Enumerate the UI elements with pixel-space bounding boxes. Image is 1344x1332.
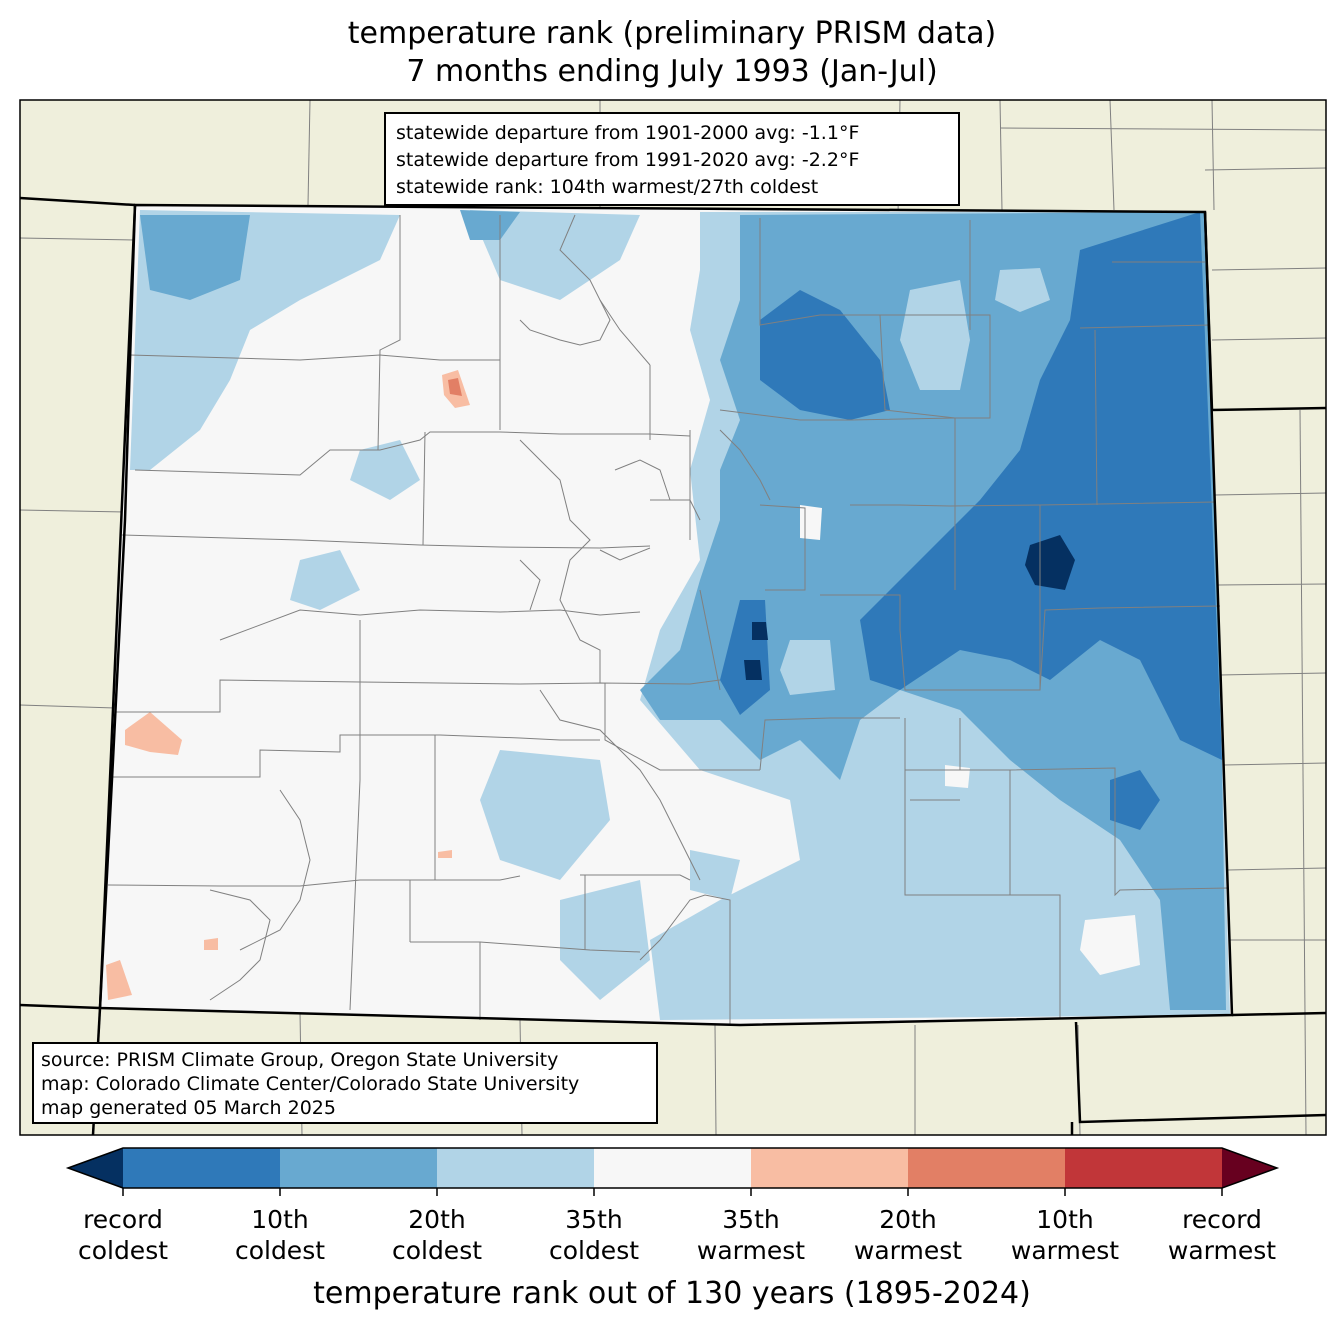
tick-label-rank: 10th	[251, 1205, 309, 1234]
tick-label-rank: 10th	[1036, 1205, 1094, 1234]
colorbar-segment	[1065, 1148, 1223, 1188]
colorbar-tick-label: 10th coldest	[200, 1204, 360, 1266]
colorbar-segment	[594, 1148, 752, 1188]
tick-label-direction: coldest	[234, 1236, 326, 1265]
colorbar-tick-label: 35th coldest	[514, 1204, 674, 1266]
stat-rank: statewide rank: 104th warmest/27th colde…	[396, 176, 819, 198]
colorbar-tick-label: 35th warmest	[671, 1204, 831, 1266]
colorbar	[65, 1147, 1280, 1196]
temperature-rank-shading	[106, 210, 1230, 1020]
tick-label-rank: 35th	[565, 1205, 623, 1234]
tick-label-rank: record	[1182, 1205, 1262, 1234]
colorbar-tick-label: 10th warmest	[985, 1204, 1145, 1266]
tick-label-direction: coldest	[77, 1236, 169, 1265]
tick-label-rank: 20th	[408, 1205, 466, 1234]
tick-label-direction: coldest	[391, 1236, 483, 1265]
tick-label-direction: warmest	[696, 1236, 806, 1265]
colorbar-segment	[908, 1148, 1066, 1188]
tick-label-rank: 35th	[722, 1205, 780, 1234]
tick-label-direction: warmest	[1167, 1236, 1277, 1265]
tick-label-rank: record	[83, 1205, 163, 1234]
colorbar-segment	[437, 1148, 595, 1188]
map-frame	[19, 99, 1327, 1136]
colorbar-title: temperature rank out of 130 years (1895-…	[313, 1276, 1031, 1311]
colorbar-extend-warm	[1222, 1148, 1277, 1188]
source-box: source: PRISM Climate Group, Oregon Stat…	[32, 1042, 658, 1124]
colorbar-extend-cold	[68, 1148, 123, 1188]
map-credit-line: map: Colorado Climate Center/Colorado St…	[41, 1073, 580, 1095]
colorbar-segment	[280, 1148, 438, 1188]
map-title-line2: 7 months ending July 1993 (Jan-Jul)	[406, 54, 938, 89]
colorbar-segment	[751, 1148, 909, 1188]
colorbar-tick-label: 20th warmest	[828, 1204, 988, 1266]
county-lines	[107, 214, 1229, 1025]
colorbar-tick-label: record warmest	[1142, 1204, 1302, 1266]
stat-departure-1901-2000: statewide departure from 1901-2000 avg: …	[396, 122, 860, 144]
tick-label-rank: 20th	[879, 1205, 937, 1234]
statewide-stats-box: statewide departure from 1901-2000 avg: …	[384, 112, 960, 206]
tick-label-direction: coldest	[548, 1236, 640, 1265]
tick-label-direction: warmest	[853, 1236, 963, 1265]
colorbar-tick-label: 20th coldest	[357, 1204, 517, 1266]
stat-departure-1991-2020: statewide departure from 1991-2020 avg: …	[396, 149, 860, 171]
map-title-line1: temperature rank (preliminary PRISM data…	[347, 16, 997, 51]
colorbar-tick-label: record coldest	[43, 1204, 203, 1266]
tick-label-direction: warmest	[1010, 1236, 1120, 1265]
colorbar-segment	[123, 1148, 281, 1188]
source-line: source: PRISM Climate Group, Oregon Stat…	[41, 1049, 559, 1071]
generated-date-line: map generated 05 March 2025	[41, 1097, 336, 1119]
